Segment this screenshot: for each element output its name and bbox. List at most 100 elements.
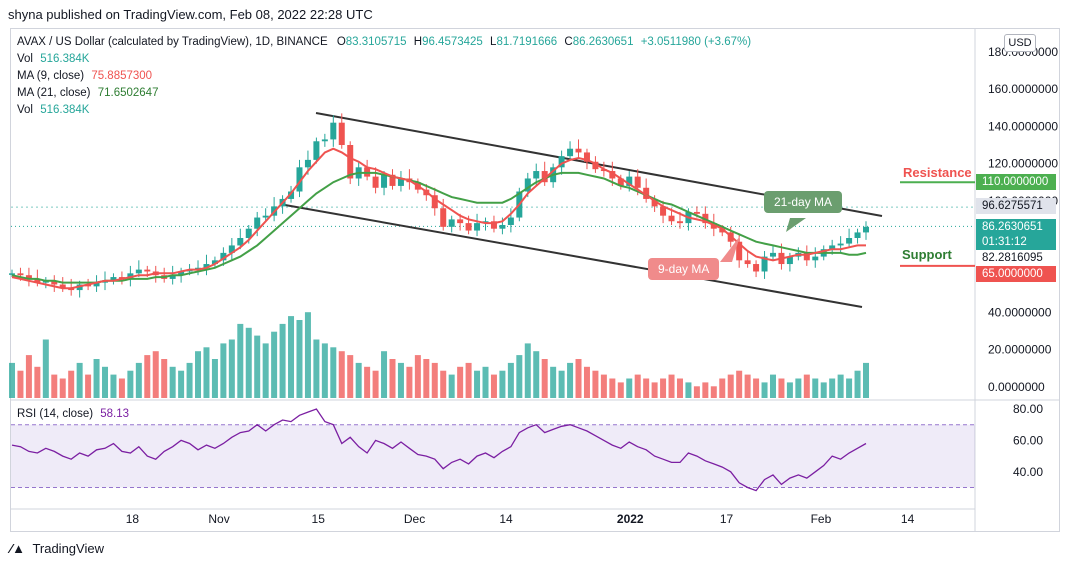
volume-bar xyxy=(93,359,100,398)
legend-ma9-label: MA (9, close) xyxy=(17,70,85,82)
candle-body xyxy=(736,241,743,261)
volume-bar xyxy=(744,374,751,398)
volume-bar xyxy=(541,359,548,398)
candle-body xyxy=(541,171,548,183)
volume-bar xyxy=(626,378,633,398)
ma9-line xyxy=(11,147,866,290)
candle-body xyxy=(389,174,396,186)
currency-button[interactable]: USD xyxy=(1004,34,1036,52)
candle-body xyxy=(854,232,861,238)
volume-bar xyxy=(220,343,227,398)
candle-body xyxy=(524,178,531,192)
volume-bar xyxy=(304,312,311,398)
volume-bar xyxy=(34,366,41,398)
volume-bar xyxy=(660,378,667,398)
candle-body xyxy=(178,271,185,276)
volume-bar xyxy=(102,366,109,398)
candle-body xyxy=(9,273,15,275)
candle-body xyxy=(651,198,658,207)
candle-body xyxy=(347,145,354,179)
candle-body xyxy=(220,252,227,261)
volume-bar xyxy=(516,355,523,398)
volume-bar xyxy=(414,355,421,398)
volume-bar xyxy=(338,351,345,398)
volume-bar xyxy=(457,366,464,398)
legend-symbol: AVAX / US Dollar (calculated by TradingV… xyxy=(17,36,328,48)
volume-bar xyxy=(118,378,125,398)
candle-body xyxy=(761,256,768,272)
volume-bar xyxy=(135,362,142,398)
price-tick-label: 120.0000000 xyxy=(988,157,1058,171)
volume-bar xyxy=(507,362,514,398)
volume-bar xyxy=(279,323,286,398)
rsi-line xyxy=(11,408,867,492)
volume-bar xyxy=(51,374,58,398)
ma9-bubble-pointer xyxy=(720,236,740,262)
candle-body xyxy=(575,148,582,153)
time-tick-label: Nov xyxy=(208,512,229,526)
volume-bar xyxy=(761,382,768,398)
time-tick-label: 18 xyxy=(126,512,140,526)
footer[interactable]: ⁄▲ TradingView xyxy=(10,541,104,556)
legend-open-label: O xyxy=(336,36,346,48)
volume-bar xyxy=(837,374,844,398)
volume-bar xyxy=(68,370,75,398)
volume-bar xyxy=(271,331,278,398)
volume-bar xyxy=(228,339,235,398)
volume-bar xyxy=(76,362,83,398)
candle-body xyxy=(769,252,776,257)
candle-body xyxy=(440,208,447,227)
volume-bar xyxy=(169,366,176,398)
ma21-bubble: 21-day MA xyxy=(764,191,843,213)
volume-bar xyxy=(609,378,616,398)
candle-body xyxy=(719,228,726,233)
volume-bar xyxy=(262,343,269,398)
volume-bar xyxy=(254,335,261,398)
volume-bar xyxy=(499,370,506,398)
volume-bar xyxy=(820,382,827,398)
price-tick-label: 40.0000000 xyxy=(988,305,1052,319)
legend-high: 96.4573425 xyxy=(422,36,483,48)
candle-body xyxy=(245,228,252,238)
candle-body xyxy=(296,167,303,192)
volume-bar xyxy=(381,351,388,398)
volume-bar xyxy=(448,374,455,398)
volume-bar xyxy=(186,362,193,398)
legend-low-label: L xyxy=(490,36,497,48)
legend-high-label: H xyxy=(413,36,423,48)
legend-low: 81.7191666 xyxy=(496,36,558,48)
volume-bar xyxy=(465,362,472,398)
candle-body xyxy=(490,221,497,229)
level-price-tag: 96.6275571 xyxy=(976,198,1056,214)
ma9-bubble: 9-day MA xyxy=(648,258,720,280)
time-tick-label: Dec xyxy=(404,512,425,526)
legend-ma21: 71.6502647 xyxy=(97,87,159,99)
candle-body xyxy=(676,221,683,224)
candle-body xyxy=(558,156,565,168)
last-price-tag: 86.2630651 xyxy=(976,219,1056,235)
footer-brand: TradingView xyxy=(32,541,104,556)
volume-bar xyxy=(474,370,481,398)
candle-body xyxy=(829,245,836,250)
candle-body xyxy=(34,278,41,283)
ma21-line xyxy=(11,171,867,284)
volume-bar xyxy=(178,370,185,398)
volume-bar xyxy=(533,351,540,398)
volume-bar xyxy=(397,362,404,398)
rsi-tick-label: 60.00 xyxy=(1013,433,1043,447)
resistance-annotation: Resistance xyxy=(903,165,972,180)
volume-bar xyxy=(355,362,362,398)
candle-body xyxy=(846,238,853,244)
volume-bar xyxy=(693,386,700,398)
volume-bar xyxy=(524,343,531,398)
candle-body xyxy=(609,171,616,179)
volume-bar xyxy=(812,378,819,398)
time-tick-label: 15 xyxy=(312,512,326,526)
volume-bar xyxy=(313,339,320,398)
candle-body xyxy=(634,176,641,188)
volume-bar xyxy=(846,378,853,398)
candle-body xyxy=(499,224,506,229)
candle-body xyxy=(110,277,117,281)
volume-bar xyxy=(490,374,497,398)
